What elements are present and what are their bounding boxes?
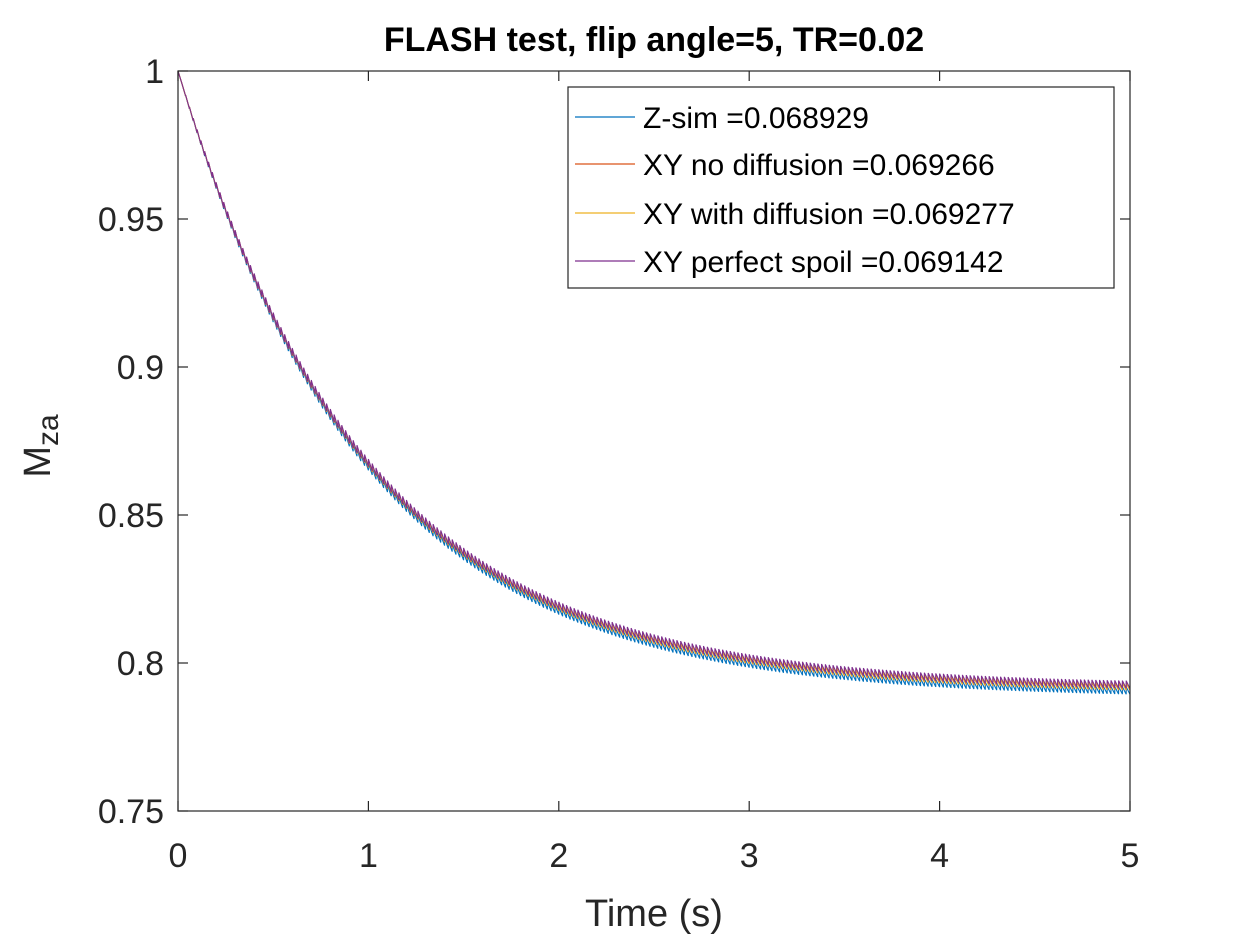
series-line-xy-perfect-spoil (177, 70, 1131, 689)
y-tick-label-1: 1 (145, 53, 164, 91)
x-tick-label-4: 4 (930, 837, 949, 875)
y-axis-label: Mza (17, 414, 65, 478)
y-tick-label-0.85: 0.85 (98, 497, 164, 535)
legend: Z-sim =0.068929 XY no diffusion =0.06926… (567, 86, 1115, 289)
y-tick-label-0.8: 0.8 (117, 645, 164, 683)
legend-box (567, 86, 1115, 289)
x-tick-label-3: 3 (740, 837, 759, 875)
legend-label-xy-perfect-spoil: XY perfect spoil =0.069142 (643, 246, 1004, 279)
y-tick-label-0.9: 0.9 (117, 349, 164, 387)
y-tick-label-0.75: 0.75 (98, 793, 164, 831)
series-layer (177, 70, 1131, 695)
x-tick-label-0: 0 (169, 837, 188, 875)
x-tick-label-1: 1 (359, 837, 378, 875)
x-axis-label: Time (s) (585, 893, 723, 935)
y-axis-label-subscript: za (32, 414, 65, 446)
x-tick-label-5: 5 (1121, 837, 1140, 875)
plot-frame (177, 70, 1131, 812)
x-tick-label-2: 2 (549, 837, 568, 875)
legend-label-xy-with-diffusion: XY with diffusion =0.069277 (643, 198, 1015, 231)
tick-layer: 0 1 2 3 4 5 0.75 0.8 0.85 0.9 0.95 1 (98, 53, 1140, 875)
legend-label-z-sim: Z-sim =0.068929 (643, 102, 869, 135)
y-tick-label-0.95: 0.95 (98, 201, 164, 239)
y-axis-label-main: M (17, 446, 59, 478)
legend-label-xy-no-diffusion: XY no diffusion =0.069266 (643, 149, 995, 182)
chart-title: FLASH test, flip angle=5, TR=0.02 (384, 21, 924, 59)
